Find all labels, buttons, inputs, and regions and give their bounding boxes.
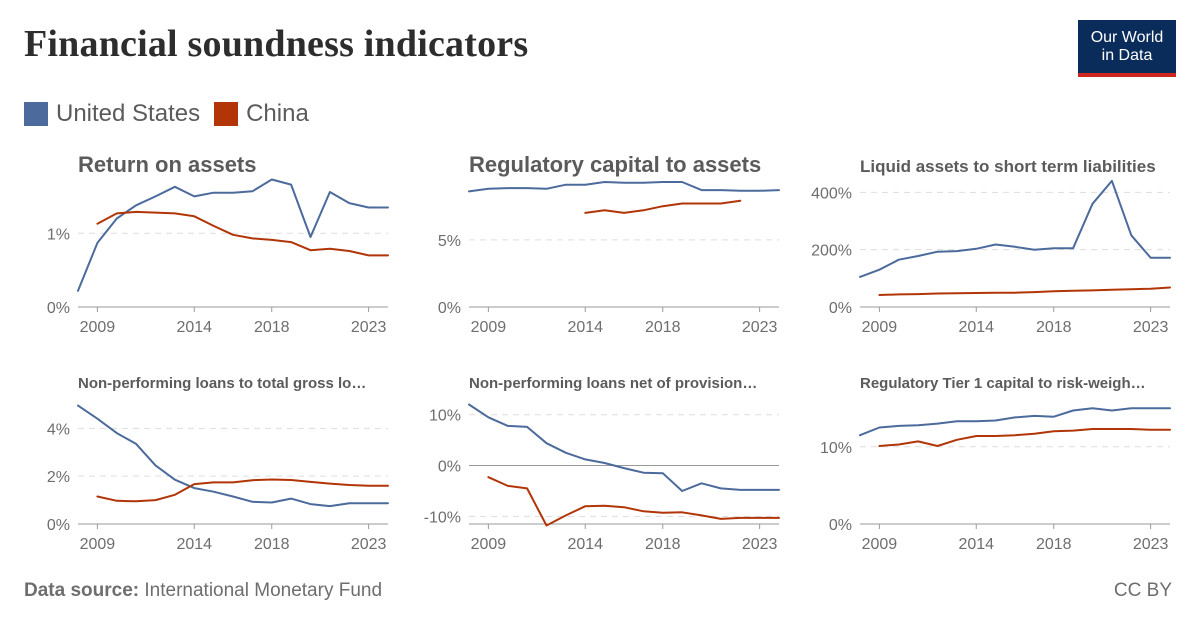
panel-4-title: Non-performing loans to total gross lo… — [78, 375, 366, 392]
panel-5-x-tick-2009: 2009 — [471, 536, 507, 553]
panel-5-x-tick-2018: 2018 — [645, 536, 681, 553]
panel-5-y-tick-0: 0% — [438, 459, 461, 476]
panel-2-series-china[interactable] — [584, 199, 742, 214]
panel-1-x-tick-2023: 2023 — [351, 319, 387, 336]
panel-3-y-tick-200: 200% — [811, 243, 852, 260]
panel-1-x-tick-2009: 2009 — [80, 319, 116, 336]
panel-3-y-tick-400: 400% — [811, 185, 852, 202]
panel-4-series-china[interactable] — [96, 478, 389, 503]
panel-5-y-tick-10: -10% — [424, 509, 461, 526]
panel-3-series-china[interactable] — [878, 286, 1171, 296]
panel-2-x-tick-2023: 2023 — [742, 319, 778, 336]
panel-2-x-tick-2009: 2009 — [471, 319, 507, 336]
data-source-label: Data source: — [24, 580, 140, 601]
legend-item-united-states[interactable]: United States — [24, 100, 200, 128]
panel-1-y-tick-0: 0% — [47, 300, 70, 317]
owid-logo[interactable]: Our World in Data — [1078, 20, 1176, 77]
panel-4-x-tick-2023: 2023 — [351, 536, 387, 553]
panel-5-series-united-states[interactable] — [468, 403, 780, 492]
panel-4-y-tick-4: 4% — [47, 421, 70, 438]
legend-item-china[interactable]: China — [214, 100, 309, 128]
panel-5-y-tick-10: 10% — [429, 408, 461, 425]
panel-6-x-tick-2018: 2018 — [1036, 536, 1072, 553]
panel-3-series-united-states[interactable] — [859, 179, 1171, 278]
panel-1-y-tick-1: 1% — [47, 226, 70, 243]
panel-2-y-tick-5: 5% — [438, 233, 461, 250]
panel-5-x-tick-2023: 2023 — [742, 536, 778, 553]
license-link[interactable]: CC BY — [1113, 580, 1172, 601]
logo-line-2: in Data — [1101, 47, 1153, 64]
panel-6-series-united-states[interactable] — [859, 407, 1171, 437]
legend: United States China — [24, 100, 323, 128]
panel-1-x-tick-2014: 2014 — [176, 319, 212, 336]
panel-2-y-tick-0: 0% — [438, 300, 461, 317]
chart-title: Financial soundness indicators — [24, 23, 529, 65]
panel-5-title: Non-performing loans net of provision… — [469, 375, 757, 392]
legend-label-china: China — [246, 100, 309, 127]
legend-label-united-states: United States — [56, 100, 201, 127]
panel-6-y-tick-0: 0% — [829, 517, 852, 534]
panel-6-x-tick-2009: 2009 — [862, 536, 898, 553]
panel-6-title: Regulatory Tier 1 capital to risk-weigh… — [860, 375, 1146, 392]
panel-1-series-united-states[interactable] — [77, 178, 389, 292]
panel-6-x-tick-2023: 2023 — [1133, 536, 1169, 553]
panel-4-y-tick-2: 2% — [47, 469, 70, 486]
legend-swatch-united-states — [24, 102, 48, 126]
panel-5-x-tick-2014: 2014 — [567, 536, 603, 553]
panel-3-y-tick-0: 0% — [829, 300, 852, 317]
logo-line-1: Our World — [1090, 29, 1164, 46]
panel-3-x-tick-2014: 2014 — [958, 319, 994, 336]
panel-4-x-tick-2009: 2009 — [80, 536, 116, 553]
panel-4-x-tick-2014: 2014 — [176, 536, 212, 553]
panel-6-x-tick-2014: 2014 — [958, 536, 994, 553]
panel-2-x-tick-2014: 2014 — [567, 319, 603, 336]
panel-4-y-tick-0: 0% — [47, 517, 70, 534]
panel-2-series-united-states[interactable] — [468, 181, 780, 193]
panel-4-series-united-states[interactable] — [77, 404, 389, 508]
panel-1-title: Return on assets — [78, 152, 257, 177]
panel-2-x-tick-2018: 2018 — [645, 319, 681, 336]
data-source: Data source: International Monetary Fund — [24, 580, 382, 602]
panel-3-x-tick-2023: 2023 — [1133, 319, 1169, 336]
panel-6-series-china[interactable] — [878, 428, 1171, 447]
panel-1-x-tick-2018: 2018 — [254, 319, 290, 336]
panel-2-title: Regulatory capital to assets — [469, 152, 761, 177]
panel-1-series-china[interactable] — [96, 210, 389, 257]
panel-6-y-tick-10: 10% — [820, 440, 852, 457]
panel-3-x-tick-2018: 2018 — [1036, 319, 1072, 336]
panel-3-title: Liquid assets to short term liabilities — [860, 157, 1156, 176]
panel-5-series-china[interactable] — [487, 476, 780, 527]
data-source-value: International Monetary Fund — [144, 580, 383, 601]
legend-swatch-china — [214, 102, 239, 126]
panel-4-x-tick-2018: 2018 — [254, 536, 290, 553]
panel-3-x-tick-2009: 2009 — [862, 319, 898, 336]
